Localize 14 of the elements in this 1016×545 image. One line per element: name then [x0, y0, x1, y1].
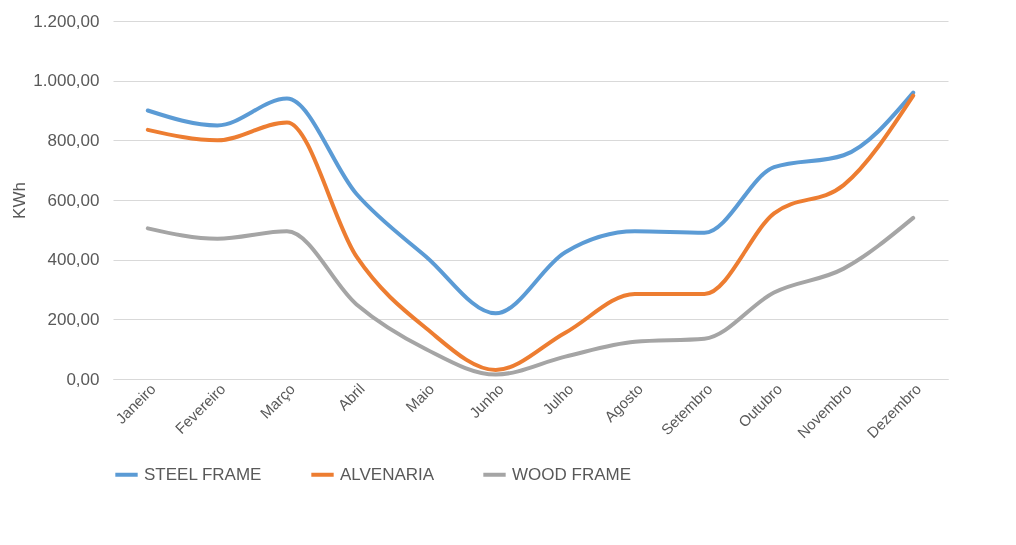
y-tick-label: 0,00	[66, 369, 100, 389]
y-tick-label: 400,00	[47, 250, 100, 270]
line-series	[145, 93, 916, 373]
legend-label: STEEL FRAME	[144, 464, 262, 484]
legend-label: WOOD FRAME	[512, 464, 631, 484]
legend-label: ALVENARIA	[340, 464, 435, 484]
line-series	[145, 90, 916, 316]
y-axis-title: KWh	[10, 182, 30, 219]
line-series	[145, 215, 916, 377]
y-tick-label: 800,00	[47, 130, 100, 150]
y-tick-label: 1.000,00	[33, 71, 100, 91]
y-tick-label: 1.200,00	[33, 11, 100, 31]
y-tick-label: 600,00	[47, 190, 100, 210]
y-tick-label: 200,00	[47, 309, 100, 329]
